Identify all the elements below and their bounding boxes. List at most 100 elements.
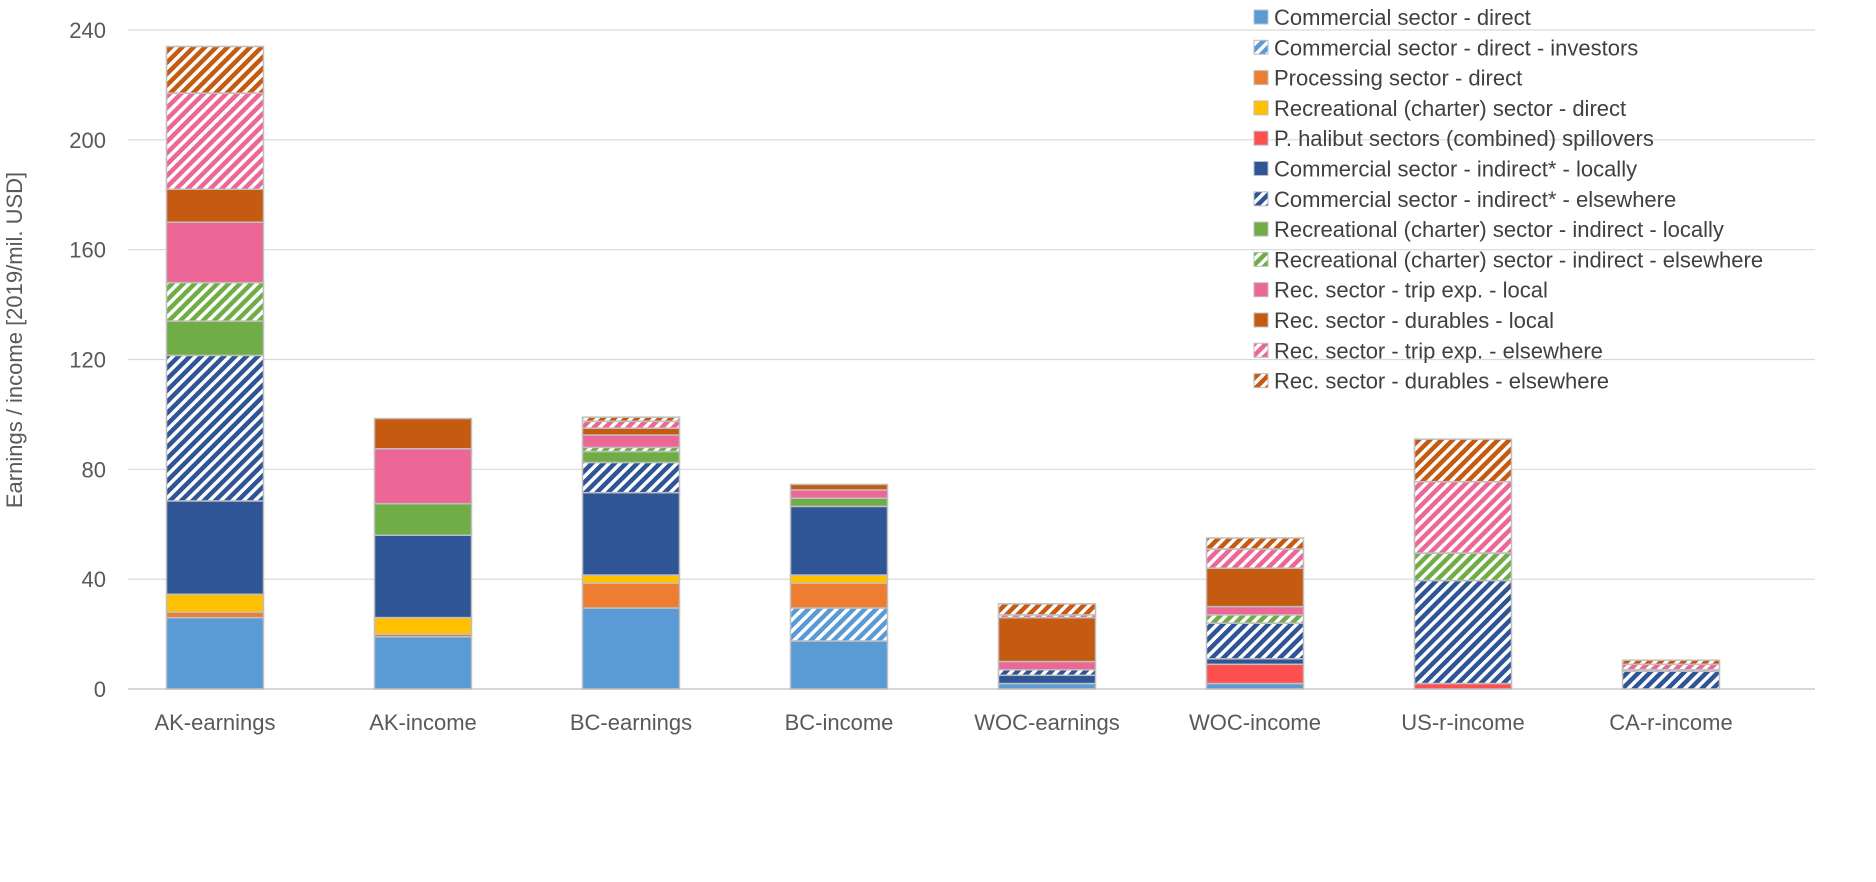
legend-label: Rec. sector - durables - local (1274, 308, 1554, 333)
bar-segment-rec-sector-trip-exp-local (373, 447, 473, 505)
bar-segment-commercial-sector-direct (1205, 682, 1305, 690)
legend-item-commercial-sector-indirect-elsewhere: Commercial sector - indirect* - elsewher… (1253, 187, 1676, 212)
legend-label: Commercial sector - indirect* - locally (1274, 157, 1637, 182)
bar-segment-rec-sector-durables-elsewhere (1205, 537, 1305, 550)
bar-segment-commercial-sector-direct (165, 616, 265, 690)
bar-stack-bc-earnings (581, 416, 681, 690)
bar-segment-p-halibut-sectors-combined-spillovers (1205, 663, 1305, 685)
bar-segment-rec-sector-trip-exp-local (789, 489, 889, 499)
bar-segment-rec-sector-trip-exp-local (1205, 605, 1305, 616)
bar-segment-recreational-charter-sector-indirect-locally (581, 450, 681, 464)
legend-swatch (1253, 312, 1269, 328)
y-tick-label: 200 (69, 128, 106, 153)
legend-label: P. halibut sectors (combined) spillovers (1274, 126, 1654, 151)
legend-label: Recreational (charter) sector - indirect… (1274, 247, 1763, 272)
bar-segment-recreational-charter-sector-indirect-elsewhere (1413, 552, 1513, 582)
legend-swatch (1253, 9, 1269, 25)
legend-item-recreational-charter-sector-indirect-locally: Recreational (charter) sector - indirect… (1253, 217, 1724, 242)
legend-swatch (1253, 191, 1269, 207)
legend-item-commercial-sector-direct-investors: Commercial sector - direct - investors (1253, 35, 1638, 60)
legend: Commercial sector - direct Commercial sec… (1253, 5, 1763, 394)
y-tick-label: 80 (82, 457, 106, 482)
bar-segment-commercial-sector-indirect-elsewhere (165, 354, 265, 502)
y-tick-label: 240 (69, 18, 106, 43)
bar-segment-rec-sector-trip-exp-elsewhere (1621, 663, 1721, 671)
bar-segment-recreational-charter-sector-direct (165, 593, 265, 613)
bar-segment-rec-sector-trip-exp-elsewhere (1205, 548, 1305, 569)
legend-swatch (1253, 282, 1269, 298)
bar-segment-rec-sector-durables-elsewhere (165, 45, 265, 94)
legend-label: Rec. sector - durables - elsewhere (1274, 369, 1609, 394)
x-tick-label: WOC-income (1189, 710, 1321, 735)
legend-item-rec-sector-trip-exp-local: Rec. sector - trip exp. - local (1253, 278, 1548, 303)
legend-item-rec-sector-durables-elsewhere: Rec. sector - durables - elsewhere (1253, 369, 1609, 394)
bar-segment-rec-sector-trip-exp-elsewhere (1413, 480, 1513, 554)
bar-segment-commercial-sector-indirect-locally (1205, 658, 1305, 666)
legend-swatch (1253, 130, 1269, 146)
bar-stack-woc-earnings (997, 603, 1097, 690)
legend-item-p-halibut-sectors-combined-spillovers: P. halibut sectors (combined) spillovers (1253, 126, 1654, 151)
bar-segment-recreational-charter-sector-direct (789, 574, 889, 585)
bar-segment-rec-sector-trip-exp-elsewhere (581, 420, 681, 429)
legend-swatch (1253, 251, 1269, 267)
bar-segment-commercial-sector-indirect-elsewhere (1205, 622, 1305, 660)
y-axis-title: Earnings / income [2019/mil. USD] (2, 172, 27, 508)
legend-item-commercial-sector-direct: Commercial sector - direct (1253, 5, 1531, 30)
bar-segment-rec-sector-durables-local (789, 483, 889, 491)
legend-item-recreational-charter-sector-indirect-elsewhere: Recreational (charter) sector - indirect… (1253, 247, 1763, 272)
bar-segment-rec-sector-durables-elsewhere (581, 416, 681, 423)
legend-label: Processing sector - direct (1274, 66, 1522, 91)
legend-swatch (1253, 342, 1269, 358)
y-axis-ticks: 0 40 80 120 160 200 240 (69, 18, 106, 702)
bar-segment-recreational-charter-sector-direct (373, 616, 473, 635)
legend-item-commercial-sector-indirect-locally: Commercial sector - indirect* - locally (1253, 157, 1637, 182)
x-axis-ticks: AK-earnings AK-income BC-earnings BC-income… (154, 710, 1732, 735)
bar-segment-recreational-charter-sector-indirect-elsewhere (1205, 614, 1305, 624)
bar-segment-rec-sector-trip-exp-elsewhere (165, 92, 265, 191)
legend-swatch (1253, 161, 1269, 176)
bar-segment-commercial-sector-indirect-locally (373, 534, 473, 619)
x-tick-label: BC-income (785, 710, 894, 735)
legend-item-recreational-charter-sector-direct: Recreational (charter) sector - direct (1253, 96, 1626, 121)
legend-label: Commercial sector - indirect* - elsewher… (1274, 187, 1676, 212)
x-tick-label: AK-earnings (154, 710, 275, 735)
bar-segment-rec-sector-durables-local (1205, 567, 1305, 608)
bar-segment-commercial-sector-indirect-elsewhere (1413, 579, 1513, 685)
bar-stack-ak-earnings (165, 45, 265, 690)
bar-segment-commercial-sector-direct (997, 682, 1097, 690)
bar-segment-rec-sector-durables-elsewhere (1621, 659, 1721, 666)
bar-segment-commercial-sector-indirect-locally (581, 491, 681, 576)
bar-segment-rec-sector-trip-exp-local (581, 434, 681, 449)
bar-segment-commercial-sector-indirect-elsewhere (581, 461, 681, 494)
bar-segment-recreational-charter-sector-direct (581, 574, 681, 585)
y-tick-label: 40 (82, 567, 106, 592)
bar-segment-processing-sector-direct (789, 582, 889, 609)
bar-segment-commercial-sector-indirect-elsewhere (1621, 670, 1721, 690)
bar-segment-recreational-charter-sector-indirect-locally (789, 497, 889, 508)
legend-label: Rec. sector - trip exp. - elsewhere (1274, 338, 1603, 363)
x-tick-label: CA-r-income (1609, 710, 1732, 735)
bar-segment-commercial-sector-indirect-locally (789, 505, 889, 576)
x-tick-label: WOC-earnings (974, 710, 1119, 735)
bar-segment-rec-sector-durables-local (581, 427, 681, 436)
legend-swatch (1253, 373, 1269, 389)
legend-label: Commercial sector - direct (1274, 5, 1531, 30)
x-tick-label: BC-earnings (570, 710, 692, 735)
bar-segment-commercial-sector-direct-investors (789, 607, 889, 642)
legend-item-rec-sector-durables-local: Rec. sector - durables - local (1253, 308, 1554, 333)
y-tick-label: 0 (94, 677, 106, 702)
bar-stacks (165, 45, 1721, 690)
legend-label: Rec. sector - trip exp. - local (1274, 278, 1548, 303)
bar-segment-commercial-sector-direct (581, 607, 681, 690)
bar-segment-processing-sector-direct (165, 611, 265, 619)
bar-segment-p-halibut-sectors-combined-spillovers (1413, 682, 1513, 690)
bar-stack-us-r-income (1413, 438, 1513, 690)
bar-segment-rec-sector-durables-elsewhere (997, 603, 1097, 616)
bar-segment-rec-sector-durables-elsewhere (1413, 438, 1513, 483)
legend-item-rec-sector-trip-exp-elsewhere: Rec. sector - trip exp. - elsewhere (1253, 338, 1603, 363)
y-tick-label: 120 (69, 348, 106, 373)
bar-segment-commercial-sector-indirect-locally (997, 674, 1097, 685)
bar-segment-recreational-charter-sector-indirect-locally (165, 320, 265, 357)
